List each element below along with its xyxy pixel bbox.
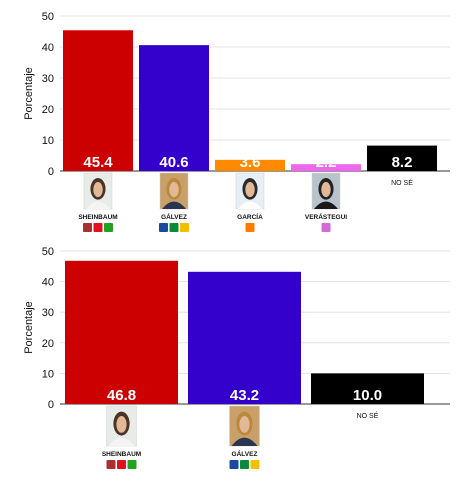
pan-icon [159, 223, 168, 232]
category-0: SHEINBAUM [102, 405, 141, 469]
bar-value-label: 8.2 [392, 154, 413, 171]
shoulders [86, 201, 110, 209]
y-tick-label: 40 [42, 42, 54, 54]
y-tick-label: 30 [42, 73, 54, 85]
candidate-photo [235, 172, 265, 210]
face [245, 182, 255, 198]
prm-icon [321, 223, 331, 232]
bar-value-label: 43.2 [230, 387, 259, 404]
y-tick-label: 50 [42, 11, 54, 23]
pri-icon [169, 223, 179, 232]
bar-value-label: 10.0 [353, 387, 382, 404]
pvem-icon [104, 223, 113, 232]
category-label-no-se: NO SÉ [391, 178, 413, 187]
y-axis-label: Porcentaje [23, 301, 35, 354]
candidate-name: SHEINBAUM [102, 451, 141, 458]
shoulders [231, 437, 258, 446]
prd-icon [180, 223, 189, 232]
chart-first-round: 0 10 20 30 40 50 Porcentaje 45.4 SHEINBAUM 40.6 GÁ… [23, 11, 450, 232]
pt-icon [93, 223, 103, 232]
y-tick-label: 40 [42, 277, 54, 289]
pt-icon [117, 460, 126, 469]
category-4: NO SÉ [391, 178, 413, 187]
shoulders [238, 201, 262, 209]
category-label-no-se: NO SÉ [357, 411, 379, 420]
candidate-photo [229, 405, 260, 447]
morena-icon [83, 223, 92, 232]
y-axis-label: Porcentaje [23, 67, 35, 120]
bar-no sé [311, 373, 424, 404]
face [93, 182, 103, 198]
category-1: GÁLVEZ [229, 405, 260, 469]
bar-value-label: 46.8 [107, 387, 136, 404]
y-tick-label: 20 [42, 104, 54, 116]
candidate-photo [83, 172, 113, 210]
candidate-photo [159, 172, 189, 210]
candidate-name: SHEINBAUM [78, 214, 117, 221]
bar-value-label: 40.6 [159, 154, 188, 171]
category-2: GARCÍA [235, 172, 265, 232]
category-3: VERÁSTEGUI [305, 172, 347, 232]
pvem-icon [127, 460, 137, 469]
bar-value-label: 2.2 [316, 154, 337, 171]
y-tick-label: 0 [48, 399, 54, 411]
candidate-name: GÁLVEZ [161, 212, 187, 221]
bar-value-label: 45.4 [83, 154, 113, 171]
bar-no sé [367, 145, 437, 171]
prd-icon [250, 460, 260, 469]
bar-gálvez [188, 271, 301, 404]
morena-icon [106, 460, 116, 469]
bar-gálvez [139, 45, 209, 171]
bar-value-label: 3.6 [240, 154, 261, 171]
y-tick-label: 0 [48, 166, 54, 178]
candidate-name: GARCÍA [237, 212, 263, 221]
candidate-name: GÁLVEZ [232, 449, 258, 458]
candidate-photo [311, 172, 341, 210]
shoulders [108, 437, 135, 446]
shoulders [314, 201, 338, 209]
y-tick-label: 30 [42, 307, 54, 319]
category-1: GÁLVEZ [159, 172, 189, 232]
y-tick-label: 50 [42, 246, 54, 258]
y-tick-label: 20 [42, 338, 54, 350]
pri-icon [240, 460, 249, 469]
bar-verástegui [291, 164, 361, 171]
face [321, 182, 331, 198]
face [239, 416, 250, 433]
bar-sheinbaum [65, 260, 178, 404]
bar-sheinbaum [63, 30, 133, 172]
category-2: NO SÉ [357, 411, 379, 420]
candidate-photo [106, 405, 137, 447]
face [169, 182, 179, 198]
category-0: SHEINBAUM [78, 172, 118, 232]
face [116, 416, 127, 433]
pan-icon [229, 460, 239, 469]
shoulders [162, 201, 186, 209]
candidate-name: VERÁSTEGUI [305, 212, 347, 221]
chart-head-to-head: 0 10 20 30 40 50 Porcentaje 46.8 SHEINBAUM 43.2 GÁ… [23, 246, 450, 469]
mc-icon [245, 223, 255, 232]
y-tick-label: 10 [42, 368, 54, 380]
y-tick-label: 10 [42, 135, 54, 147]
bar-garcía [215, 159, 285, 171]
